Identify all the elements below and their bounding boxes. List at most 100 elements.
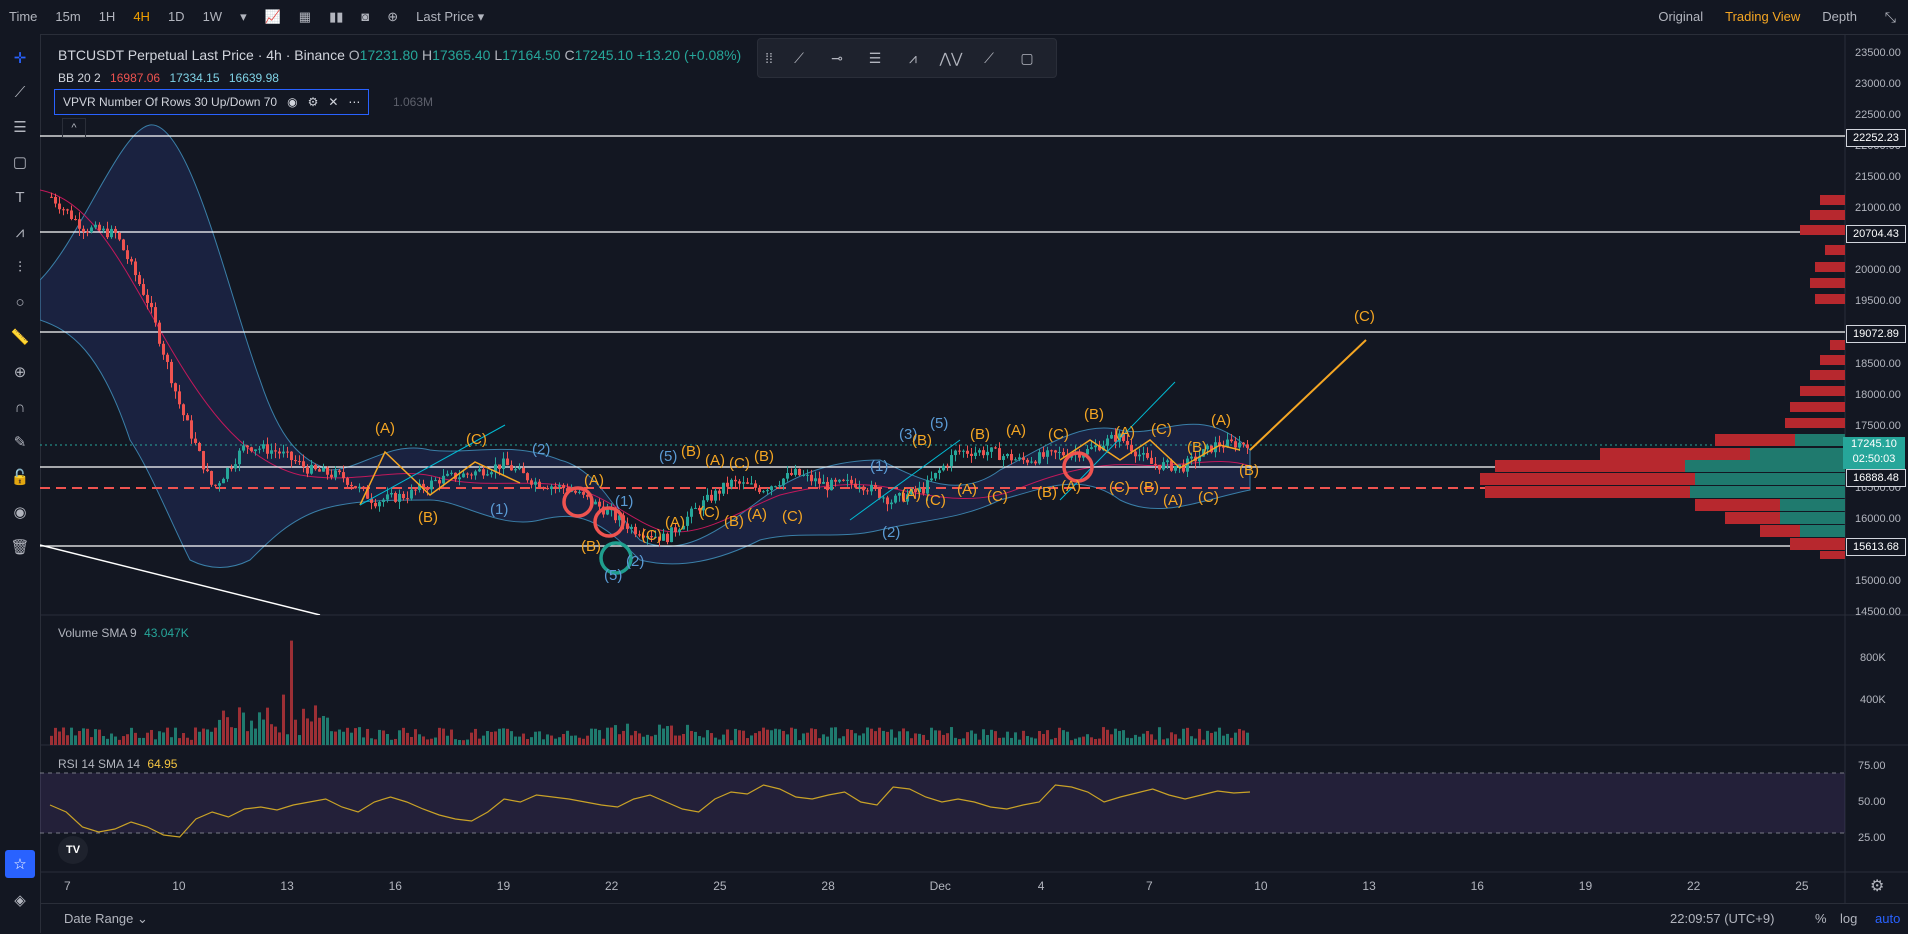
wave-label[interactable]: (A) [1061,478,1081,495]
collapse-icon[interactable]: ⤡ [1884,9,1896,25]
clock-display[interactable]: 22:09:57 (UTC+9) [1670,911,1775,926]
wave-label[interactable]: (A) [375,420,395,437]
collapse-legend-icon[interactable]: ^ [62,118,86,138]
wave-label[interactable]: (A) [1006,422,1026,439]
auto-toggle[interactable]: auto [1875,911,1901,926]
view-original[interactable]: Original [1658,9,1704,24]
wave-label[interactable]: (C) [1109,479,1130,496]
log-toggle[interactable]: log [1840,911,1858,926]
path-icon[interactable]: ⟋ [984,49,994,66]
wave-label[interactable]: (B) [754,448,774,465]
fib-icon[interactable]: ☰ [13,119,27,136]
wave-label[interactable]: (5) [930,415,949,432]
trend-line-icon[interactable]: ⟋ [794,49,804,66]
wave-label[interactable]: (A) [1163,492,1183,509]
wave-label[interactable]: (A) [1115,424,1135,441]
price-type-select[interactable]: Last Price ▾ [416,9,485,24]
date-range-button[interactable]: Date Range ⌄ [64,911,148,926]
wave-label[interactable]: (B) [1187,439,1207,456]
tab-1h[interactable]: 1H [98,9,116,24]
wave-label[interactable]: (A) [705,452,725,469]
wave-label[interactable]: (C) [699,504,720,521]
drag-handle-icon[interactable]: ⁞⁞ [765,50,773,66]
pencil-lock-icon[interactable]: ✎ [13,434,27,451]
zoom-icon[interactable]: ⊕ [13,364,27,381]
tab-4h[interactable]: 4H [133,9,150,24]
wave-label[interactable]: (C) [987,488,1008,505]
wave-label[interactable]: (C) [729,455,750,472]
view-depth[interactable]: Depth [1822,9,1857,24]
wave-label[interactable]: (C) [466,431,487,448]
vpvr-legend[interactable]: VPVR Number Of Rows 30 Up/Down 70 ◉ ⚙ ✕ … [54,89,370,115]
rect-icon[interactable]: ▢ [1020,49,1034,66]
wave-label[interactable]: (B) [1084,406,1104,423]
wave-label[interactable]: (A) [901,486,921,503]
wave-label[interactable]: (A) [957,481,977,498]
wave-label[interactable]: (2) [532,441,551,458]
add-icon[interactable]: ⊕ [387,9,399,24]
favorites-star-icon[interactable]: ☆ [5,850,35,878]
tab-1w[interactable]: 1W [202,9,223,24]
wave-label[interactable]: (B) [912,432,932,449]
view-trading-view[interactable]: Trading View [1725,9,1801,24]
wave-label[interactable]: (C) [782,508,803,525]
trendline-icon[interactable]: ⟋ [14,83,26,101]
wave-label[interactable]: (C) [925,492,946,509]
settings-gear-icon[interactable]: ⚙ [1870,878,1885,895]
circle-icon[interactable]: ○ [15,293,25,311]
trash-icon[interactable]: 🗑 [10,539,30,556]
more-icon[interactable]: ⋯ [348,95,361,109]
wave-label[interactable]: (C) [1354,308,1375,325]
wave-label[interactable]: (5) [604,567,623,584]
wave-label[interactable]: (2) [882,524,901,541]
horizontal-ray-icon[interactable]: ⊸ [831,49,843,66]
tab-15m[interactable]: 15m [55,9,81,24]
magnet-icon[interactable]: ∩ [14,398,26,416]
wave-label[interactable]: (A) [747,506,767,523]
wave-label[interactable]: (B) [1037,484,1057,501]
snapshot-icon[interactable]: ◙ [361,9,370,24]
wave-label[interactable]: (A) [665,514,685,531]
wave-label[interactable]: (3) [899,426,918,443]
wave-label[interactable]: (C) [1048,426,1069,443]
wave-label[interactable]: (B) [681,443,701,460]
wave-label[interactable]: (B) [970,426,990,443]
wave-label[interactable]: (C) [1151,421,1172,438]
wave-label[interactable]: (B) [418,509,438,526]
symbol-title[interactable]: BTCUSDT Perpetual Last Price · 4h · Bina… [58,47,345,63]
indicators-icon[interactable]: 📈 [264,9,281,24]
wave-label[interactable]: (1) [490,501,509,518]
interval-dropdown[interactable]: ▾ [240,9,247,24]
tab-1d[interactable]: 1D [167,9,185,24]
elliott-wave-icon[interactable]: ⋀⋁ [939,49,963,66]
pattern-icon[interactable]: ⩘ [15,223,25,241]
wave-label[interactable]: (5) [659,448,678,465]
wave-label[interactable]: (C) [1198,489,1219,506]
crosshair-icon[interactable]: ✛ [13,50,27,67]
rectangle-icon[interactable]: ▢ [12,154,28,171]
prediction-icon[interactable]: ⫶ [18,258,22,276]
chart-type-icon[interactable]: ▮▮ [329,9,344,24]
text-icon[interactable]: T [15,188,25,206]
abc-pattern-icon[interactable]: ⩘ [909,49,917,66]
wave-label[interactable]: (1) [870,458,889,475]
close-icon[interactable]: ✕ [328,95,339,109]
eye-icon[interactable]: ◉ [287,95,298,109]
wave-label[interactable]: (B) [1239,462,1259,479]
wave-label[interactable]: (B) [581,538,601,555]
wave-label[interactable]: (C) [641,527,662,544]
wave-label[interactable]: (2) [626,553,645,570]
layers-icon[interactable]: ◈ [14,892,26,909]
fib-retrace-icon[interactable]: ☰ [868,49,882,66]
eye-icon[interactable]: ◉ [13,504,27,521]
ruler-icon[interactable]: 📏 [10,329,30,346]
gear-icon[interactable]: ⚙ [307,95,319,109]
percent-toggle[interactable]: % [1815,911,1827,926]
wave-label[interactable]: (B) [724,513,744,530]
tab-time[interactable]: Time [9,9,38,24]
wave-label[interactable]: (B) [1139,479,1159,496]
wave-label[interactable]: (1) [615,493,634,510]
wave-label[interactable]: (A) [584,472,604,489]
templates-icon[interactable]: ▦ [298,9,312,24]
